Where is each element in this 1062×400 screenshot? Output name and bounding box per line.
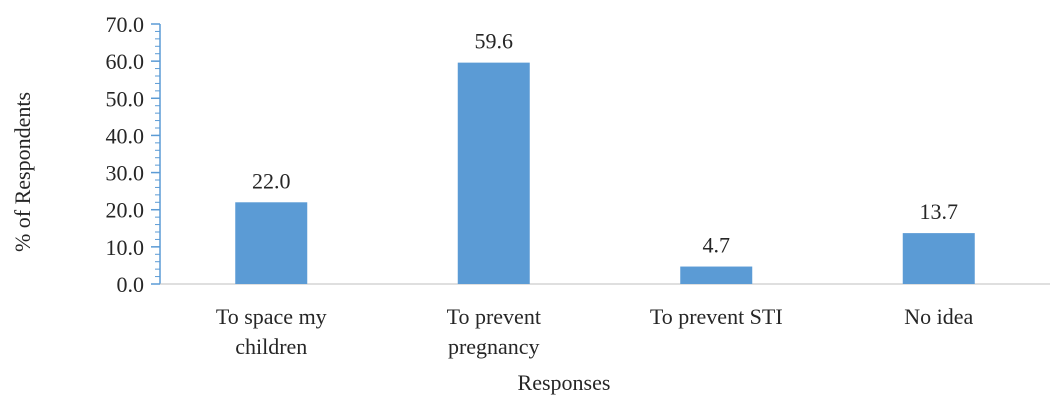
- bar: [235, 202, 308, 284]
- y-tick-label: 60.0: [106, 49, 145, 74]
- y-tick-label: 0.0: [117, 272, 145, 297]
- bar: [457, 62, 530, 284]
- data-label: 22.0: [252, 168, 291, 193]
- y-tick-label: 40.0: [106, 123, 145, 148]
- data-label: 4.7: [703, 233, 731, 258]
- y-tick-label: 10.0: [106, 235, 145, 260]
- data-label: 59.6: [475, 29, 514, 54]
- plot-area: 0.0 10.0 20.0 30.0 40.0 50.0 60.0 70.0 22.0 To sp…: [106, 12, 1050, 359]
- x-tick-label: To space my children: [216, 304, 327, 359]
- y-tick-label: 30.0: [106, 161, 145, 186]
- y-tick-label: 70.0: [106, 12, 145, 37]
- data-label: 13.7: [920, 199, 959, 224]
- bar: [680, 266, 753, 284]
- y-axis-title: % of Respondents: [10, 92, 35, 252]
- x-axis-title: Responses: [518, 370, 611, 395]
- y-tick-label: 50.0: [106, 86, 145, 111]
- y-tick-label: 20.0: [106, 198, 145, 223]
- x-tick-label: No idea: [904, 304, 973, 329]
- x-tick-label: To prevent pregnancy: [447, 304, 541, 359]
- x-tick-label: To prevent STI: [650, 304, 783, 329]
- bar: [902, 233, 975, 284]
